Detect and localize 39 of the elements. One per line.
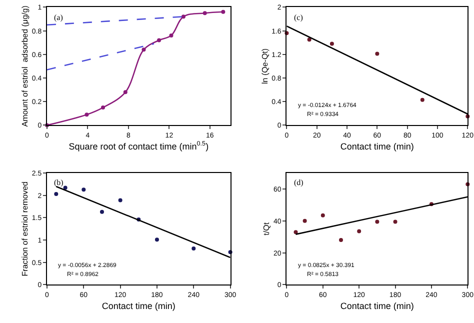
point [154, 238, 159, 242]
y-axis-title: Fraction of estriol removed [20, 182, 30, 276]
point [420, 98, 424, 102]
point [375, 220, 380, 224]
point [84, 112, 89, 117]
point [357, 229, 362, 234]
point [100, 210, 104, 214]
annotation: (b) [54, 178, 64, 187]
y-axis-title: Amount of estriol adsorbed (μg/g) [20, 5, 30, 127]
point [294, 230, 298, 234]
point [307, 38, 312, 42]
point [330, 42, 334, 46]
point [202, 11, 207, 16]
point [157, 38, 162, 42]
point [54, 192, 58, 196]
point [123, 90, 128, 94]
x-axis-title: Contact time (min) [340, 141, 414, 152]
point [320, 213, 325, 218]
point [82, 188, 86, 192]
point [375, 52, 380, 56]
y-axis-title: t/Qt [262, 222, 272, 236]
x-axis-title: Square root of contact time (min$^{0.5}$) [68, 140, 209, 152]
annotation: (c) [294, 13, 304, 22]
y-axis-title: ln (Qe-Qt) [260, 48, 270, 84]
x-axis-title: Contact time (min) [340, 300, 414, 311]
point [118, 198, 122, 202]
point [192, 246, 196, 251]
point [393, 220, 398, 224]
point [169, 34, 174, 38]
annotation: (d) [294, 178, 304, 187]
point [302, 218, 307, 223]
annotation: (a) [54, 13, 64, 22]
point [63, 186, 68, 190]
x-axis-title: Contact time (min) [102, 300, 176, 311]
point [181, 14, 186, 19]
point [142, 48, 146, 52]
point [338, 238, 343, 242]
point [221, 10, 226, 14]
point [101, 106, 106, 110]
